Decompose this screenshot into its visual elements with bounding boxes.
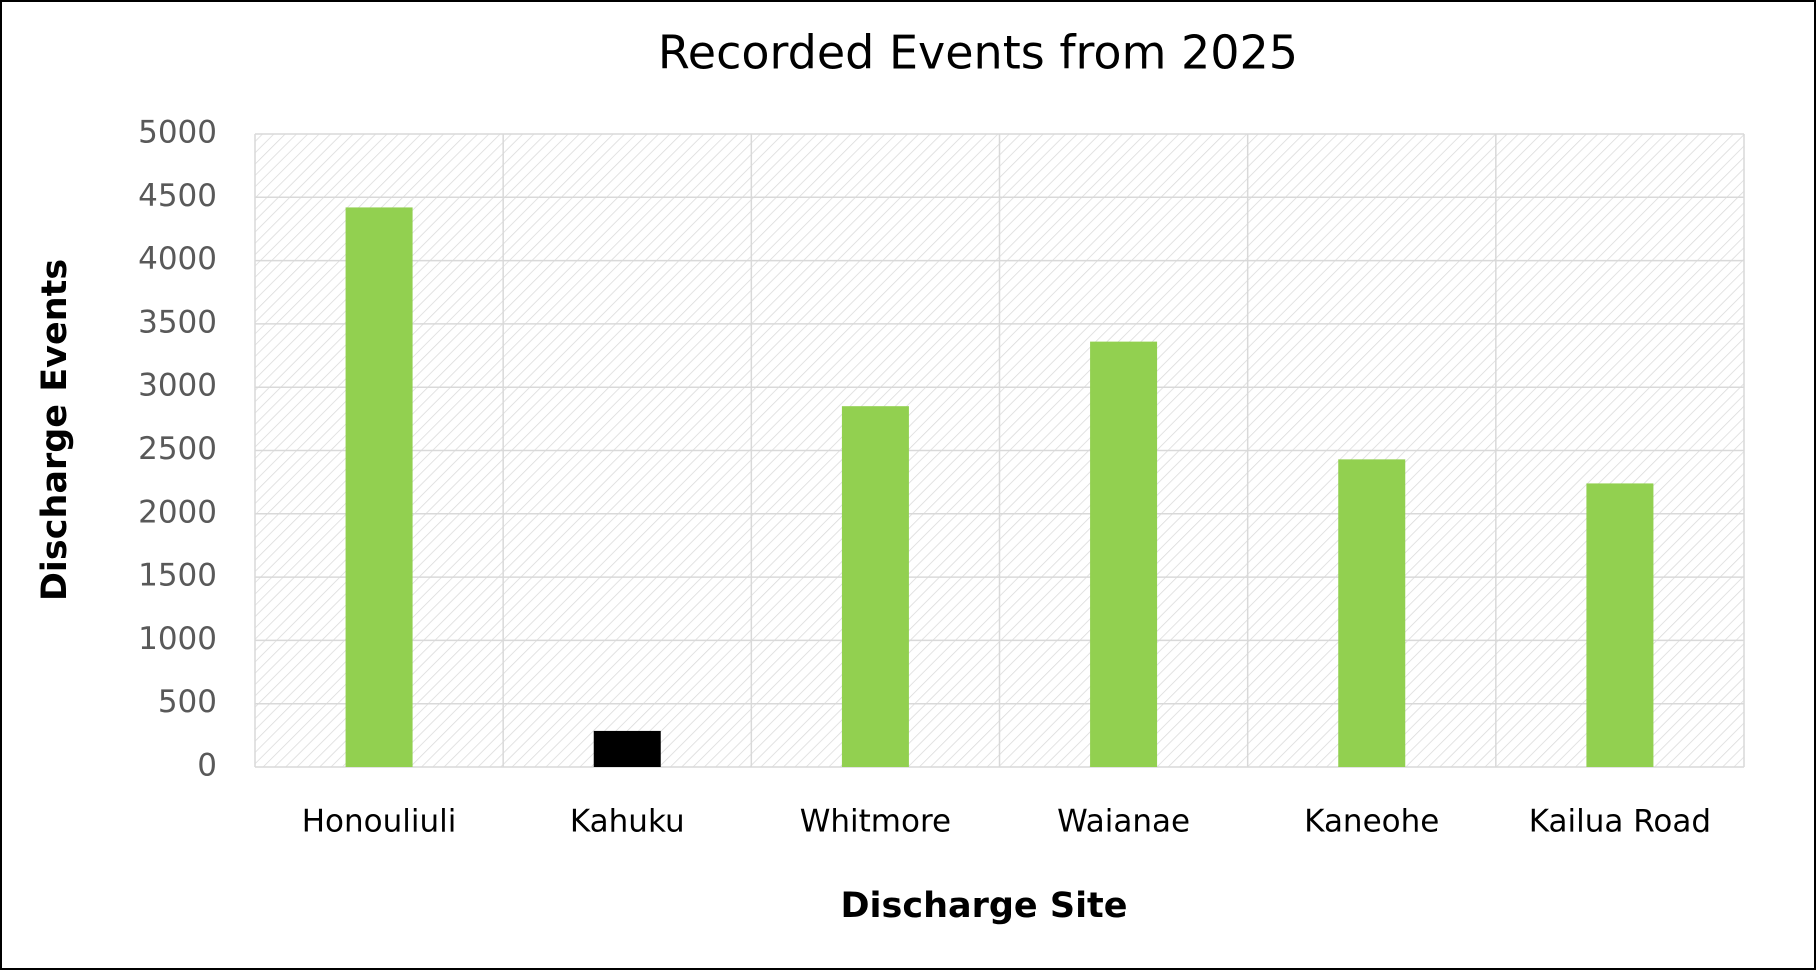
y-tick-label: 0: [197, 748, 217, 784]
y-tick-label: 1000: [138, 621, 217, 657]
y-tick-label: 5000: [138, 115, 217, 151]
y-tick-label: 2500: [138, 431, 217, 467]
bar: [1586, 483, 1654, 767]
y-axis-title: Discharge Events: [35, 259, 75, 601]
bar: [593, 730, 661, 767]
bar: [1090, 341, 1158, 767]
x-tick-label: Kahuku: [570, 804, 685, 840]
x-tick-label: Kaneohe: [1304, 804, 1439, 840]
bar: [1338, 459, 1406, 767]
x-tick-label: Kailua Road: [1529, 804, 1711, 840]
x-tick-label: Waianae: [1057, 804, 1190, 840]
y-tick-label: 2000: [138, 494, 217, 530]
y-tick-label: 4500: [138, 178, 217, 214]
bar: [345, 207, 413, 768]
bar: [841, 406, 909, 767]
x-axis-title: Discharge Site: [840, 886, 1127, 926]
y-tick-label: 1500: [138, 558, 217, 594]
x-tick-label: Whitmore: [800, 804, 951, 840]
chart-title: Recorded Events from 2025: [658, 26, 1298, 80]
y-tick-label: 3500: [138, 304, 217, 340]
x-tick-label: Honouliuli: [302, 804, 457, 840]
y-tick-label: 4000: [138, 241, 217, 277]
y-tick-label: 500: [158, 684, 217, 720]
y-tick-label: 3000: [138, 368, 217, 404]
